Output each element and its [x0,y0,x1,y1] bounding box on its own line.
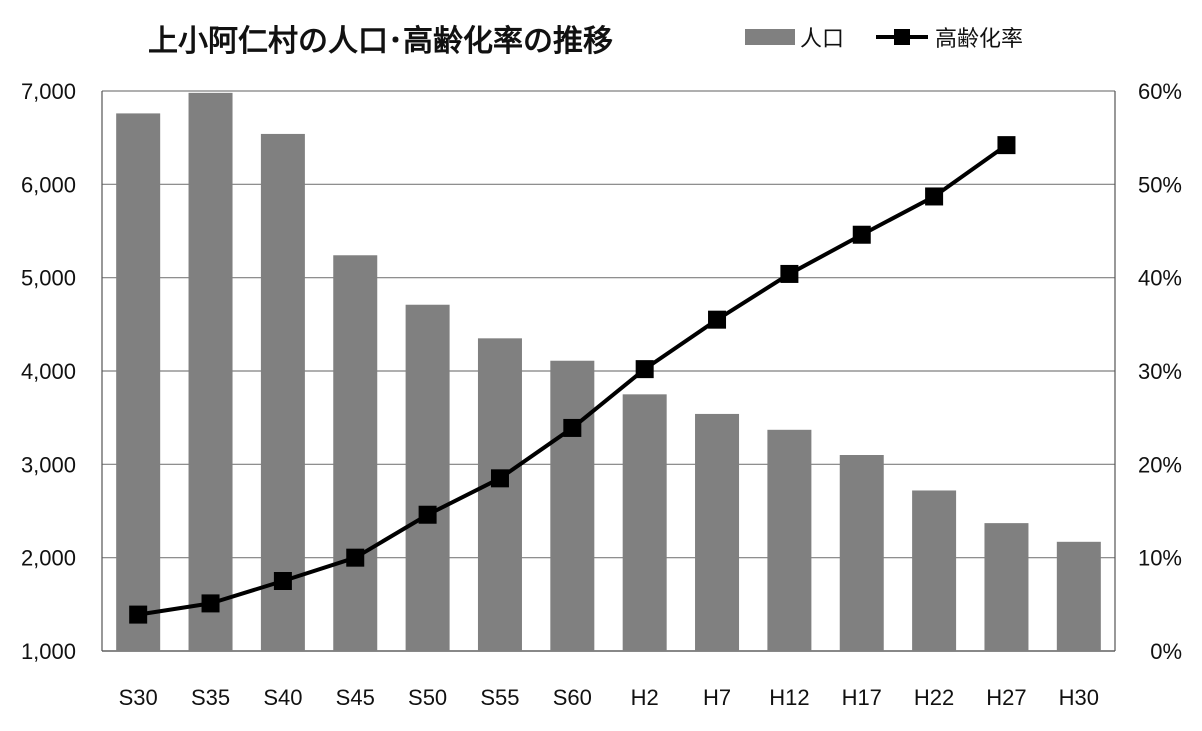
x-tick-label: S35 [191,685,230,710]
marker-aging-rate [490,469,509,488]
bar-population [839,455,884,651]
y-right-tick-label: 20% [1138,452,1182,477]
x-tick-label: H30 [1059,685,1099,710]
x-tick-label: H22 [914,685,954,710]
bar-population [477,338,522,651]
x-tick-label: H12 [769,685,809,710]
marker-aging-rate [708,310,727,329]
y-right-tick-label: 10% [1138,546,1182,571]
plot-area: 1,000 2,000 3,000 4,000 5,000 6,000 7,000 0% 10%… [21,79,1182,710]
y-right-tick-label: 0% [1150,639,1182,664]
x-tick-label: S50 [408,685,447,710]
legend-swatch-population [745,29,795,45]
marker-aging-rate [346,548,365,567]
y-left-tick-label: 1,000 [21,639,76,664]
bar-population [984,523,1029,651]
chart-title: 上小阿仁村の人口･高齢化率の推移 [148,24,613,59]
x-tick-label: S40 [263,685,302,710]
y-right-tick-label: 40% [1138,266,1182,291]
bar-population [116,113,161,651]
bar-population [188,92,233,651]
marker-aging-rate [563,418,582,437]
x-tick-label: S30 [119,685,158,710]
y-left-tick-label: 2,000 [21,546,76,571]
legend: 人口 高齢化率 [745,27,1023,52]
bar-population [1056,541,1101,651]
bar-population [405,304,450,651]
x-tick-label: H7 [703,685,731,710]
bar-population [550,360,595,651]
bar-population [912,490,957,651]
y-left-tick-label: 7,000 [21,79,76,104]
marker-aging-rate [780,264,799,283]
y-left-tick-label: 6,000 [21,172,76,197]
x-tick-label: S60 [553,685,592,710]
legend-label-population: 人口 [800,27,844,52]
marker-aging-rate [852,225,871,244]
marker-aging-rate [273,572,292,590]
marker-aging-rate [635,360,654,379]
bar-population [767,429,812,651]
marker-aging-rate [997,136,1016,155]
x-tick-label: H17 [842,685,882,710]
marker-aging-rate [418,505,437,524]
x-tick-label: S45 [336,685,375,710]
legend-label-aging-rate: 高齢化率 [935,27,1023,52]
x-tick-label: H2 [631,685,659,710]
y-left-tick-label: 4,000 [21,359,76,384]
marker-aging-rate [129,605,148,624]
y-left-tick-label: 3,000 [21,452,76,477]
bar-population [695,413,740,651]
legend-marker-aging-rate [894,29,910,45]
bar-population [333,255,378,651]
marker-aging-rate [201,594,220,613]
y-right-tick-label: 30% [1138,359,1182,384]
marker-aging-rate [925,187,944,206]
y-right-tick-label: 60% [1138,79,1182,104]
bar-population [260,133,305,651]
y-right-tick-label: 50% [1138,172,1182,197]
bar-population [622,394,667,651]
y-left-tick-label: 5,000 [21,266,76,291]
x-tick-label: H27 [986,685,1026,710]
x-tick-label: S55 [480,685,519,710]
